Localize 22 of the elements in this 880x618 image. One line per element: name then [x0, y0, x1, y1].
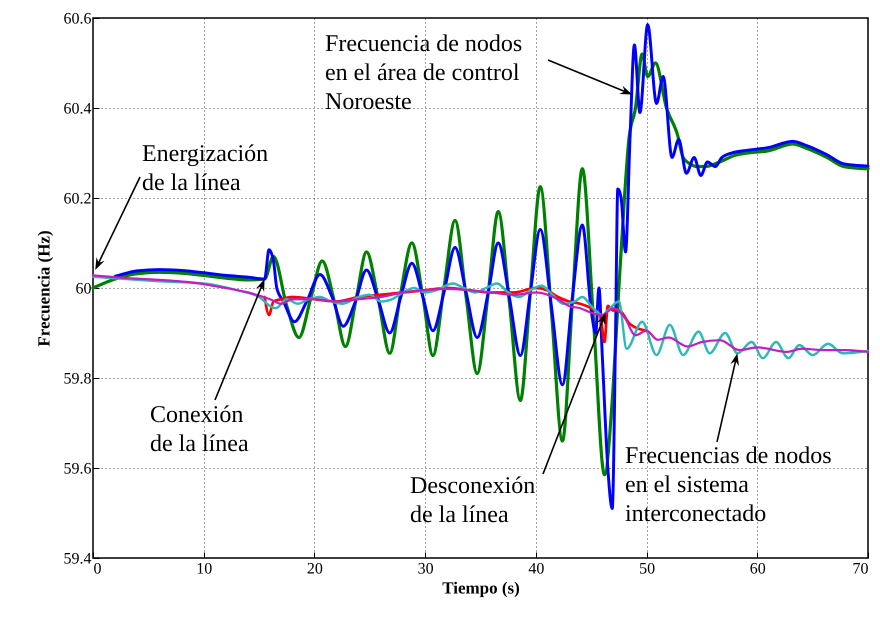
annotation: Frecuencia de nodos en el área de control Noroeste	[325, 31, 522, 115]
y-tick-label: 59.8	[64, 370, 92, 388]
annotation: Frecuencias de nodos en el sistema interconectado	[625, 443, 832, 527]
x-tick-label: 0	[94, 560, 102, 578]
x-tick-label: 10	[196, 560, 212, 578]
annotation: Energización de la línea	[142, 141, 268, 196]
x-tick-label: 30	[418, 560, 434, 578]
annotation: Conexión de la línea	[150, 402, 249, 457]
y-tick-label: 60.2	[64, 190, 92, 208]
y-axis-title: Frecuencia (Hz)	[34, 230, 54, 347]
x-tick-label: 40	[528, 560, 544, 578]
y-tick-label: 60.4	[64, 100, 92, 118]
annotation: Desconexión de la línea	[410, 473, 536, 528]
y-tick-label: 59.4	[64, 550, 92, 568]
x-tick-label: 70	[852, 560, 868, 578]
x-axis-title: Tiempo (s)	[442, 578, 520, 598]
x-tick-label: 50	[639, 560, 656, 578]
x-tick-label: 20	[306, 560, 323, 578]
x-tick-label: 60	[750, 560, 766, 578]
y-tick-label: 59.6	[64, 460, 92, 478]
y-tick-label: 60	[76, 280, 92, 298]
y-tick-label: 60.6	[64, 10, 92, 28]
